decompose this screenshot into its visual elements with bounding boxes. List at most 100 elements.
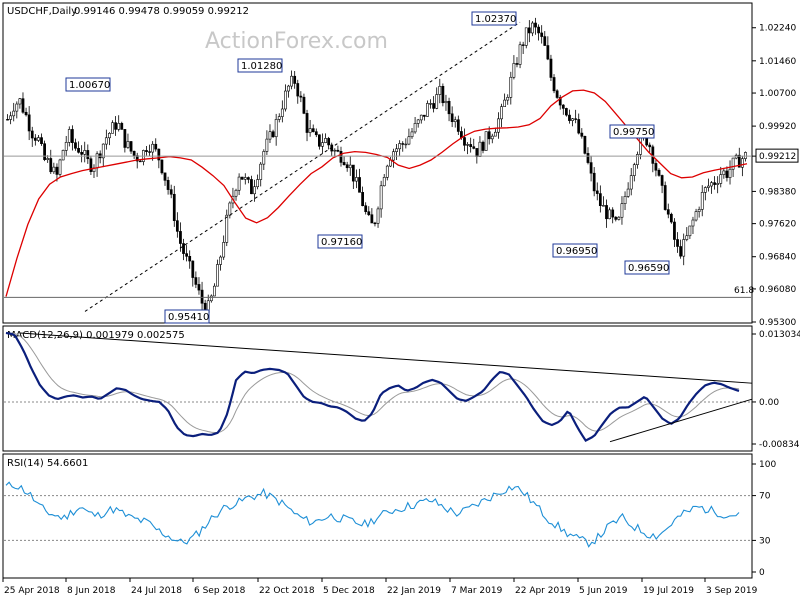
candle [324, 133, 327, 144]
price-tick-label: 0.99920 [759, 122, 796, 132]
candle [333, 148, 337, 157]
candle [219, 255, 222, 271]
candle [469, 137, 473, 153]
svg-text:0.96950: 0.96950 [556, 246, 597, 257]
candle [737, 147, 741, 168]
candle [89, 155, 93, 175]
candle [385, 164, 389, 181]
macd-y-axis: 0.013034 0.00 -0.00834 [752, 330, 800, 450]
candle [145, 145, 148, 156]
x-tick-label: 5 Jun 2019 [579, 586, 628, 596]
candle [27, 106, 31, 141]
x-tick-label: 22 Oct 2018 [259, 586, 315, 596]
candle [620, 196, 624, 225]
candle [543, 31, 547, 46]
candle [256, 174, 260, 190]
candle [490, 133, 494, 144]
candle [246, 176, 250, 184]
candle [197, 277, 201, 295]
candle [565, 107, 568, 117]
candle [632, 162, 636, 182]
rsi-levels [4, 495, 751, 541]
macd-descending-trendline [19, 332, 753, 384]
candle [234, 188, 238, 201]
candle [15, 101, 19, 119]
candle [666, 203, 670, 219]
candle [605, 199, 608, 228]
candle [450, 106, 454, 128]
svg-text:1.02370: 1.02370 [475, 14, 516, 25]
candle [293, 71, 297, 89]
candle [740, 155, 744, 177]
candle [685, 227, 689, 242]
candle [6, 114, 9, 121]
candle [540, 25, 544, 44]
chart-symbol: USDCHF,Daily [7, 6, 77, 17]
candle [549, 54, 553, 81]
price-y-axis: 1.02240 1.01460 1.00700 0.99920 0.99212 0.983… [752, 24, 799, 328]
candle [654, 159, 658, 177]
candle [636, 151, 639, 169]
candle [407, 128, 411, 146]
candle [30, 126, 34, 147]
candle [506, 94, 510, 105]
price-annotation: 0.99750 [609, 124, 655, 139]
candle [614, 216, 618, 222]
candle [583, 135, 587, 155]
rsi-panel-frame [2, 453, 753, 579]
x-tick-label: 25 Apr 2018 [4, 586, 60, 596]
candle [43, 140, 46, 162]
candle [626, 182, 630, 198]
candle [574, 109, 578, 124]
candle [398, 140, 402, 156]
macd-tick-label: 0.013034 [759, 330, 800, 340]
candle [367, 206, 371, 217]
candle [555, 89, 559, 99]
candle [691, 216, 695, 235]
candle [209, 294, 213, 303]
candle [321, 133, 324, 154]
candle [253, 179, 256, 202]
fib-61-8-label: 61.8 [734, 286, 754, 296]
candle [716, 176, 720, 194]
candle [509, 71, 513, 105]
candle [188, 250, 192, 269]
candle [129, 141, 133, 154]
candle [151, 141, 155, 161]
candle [265, 130, 269, 155]
candle [521, 41, 525, 54]
candle [101, 143, 105, 168]
svg-text:1.00670: 1.00670 [69, 80, 110, 91]
candle [55, 163, 59, 182]
candle [710, 180, 713, 194]
candle [37, 134, 40, 143]
candle [401, 141, 405, 152]
candle [657, 168, 661, 177]
price-tick-label: 1.02240 [759, 24, 796, 34]
candle [503, 93, 507, 107]
price-annotations: 1.00670 0.95410 1.01280 0.97160 1.02370 0.969… [65, 11, 670, 324]
candle [697, 206, 701, 218]
rsi-tick-label: 100 [759, 460, 776, 470]
candle [9, 111, 13, 125]
candle [568, 109, 571, 124]
candle [268, 124, 272, 143]
candle [361, 186, 364, 207]
candle [299, 91, 303, 103]
candle [327, 136, 331, 150]
chart-ohlc: 0.99146 0.99478 0.99059 0.99212 [74, 6, 249, 17]
candle [592, 167, 596, 197]
candle [163, 172, 167, 186]
candle [194, 271, 198, 289]
watermark: ActionForex.com [205, 29, 388, 54]
candle [274, 113, 278, 146]
candle [64, 135, 68, 157]
candle [453, 116, 457, 128]
candle [552, 74, 556, 94]
candle [719, 166, 723, 188]
price-tick-label: 0.99212 [759, 152, 796, 162]
candle [348, 156, 352, 176]
moving-average-line [5, 89, 748, 297]
candle [120, 121, 124, 130]
candle [466, 142, 469, 155]
